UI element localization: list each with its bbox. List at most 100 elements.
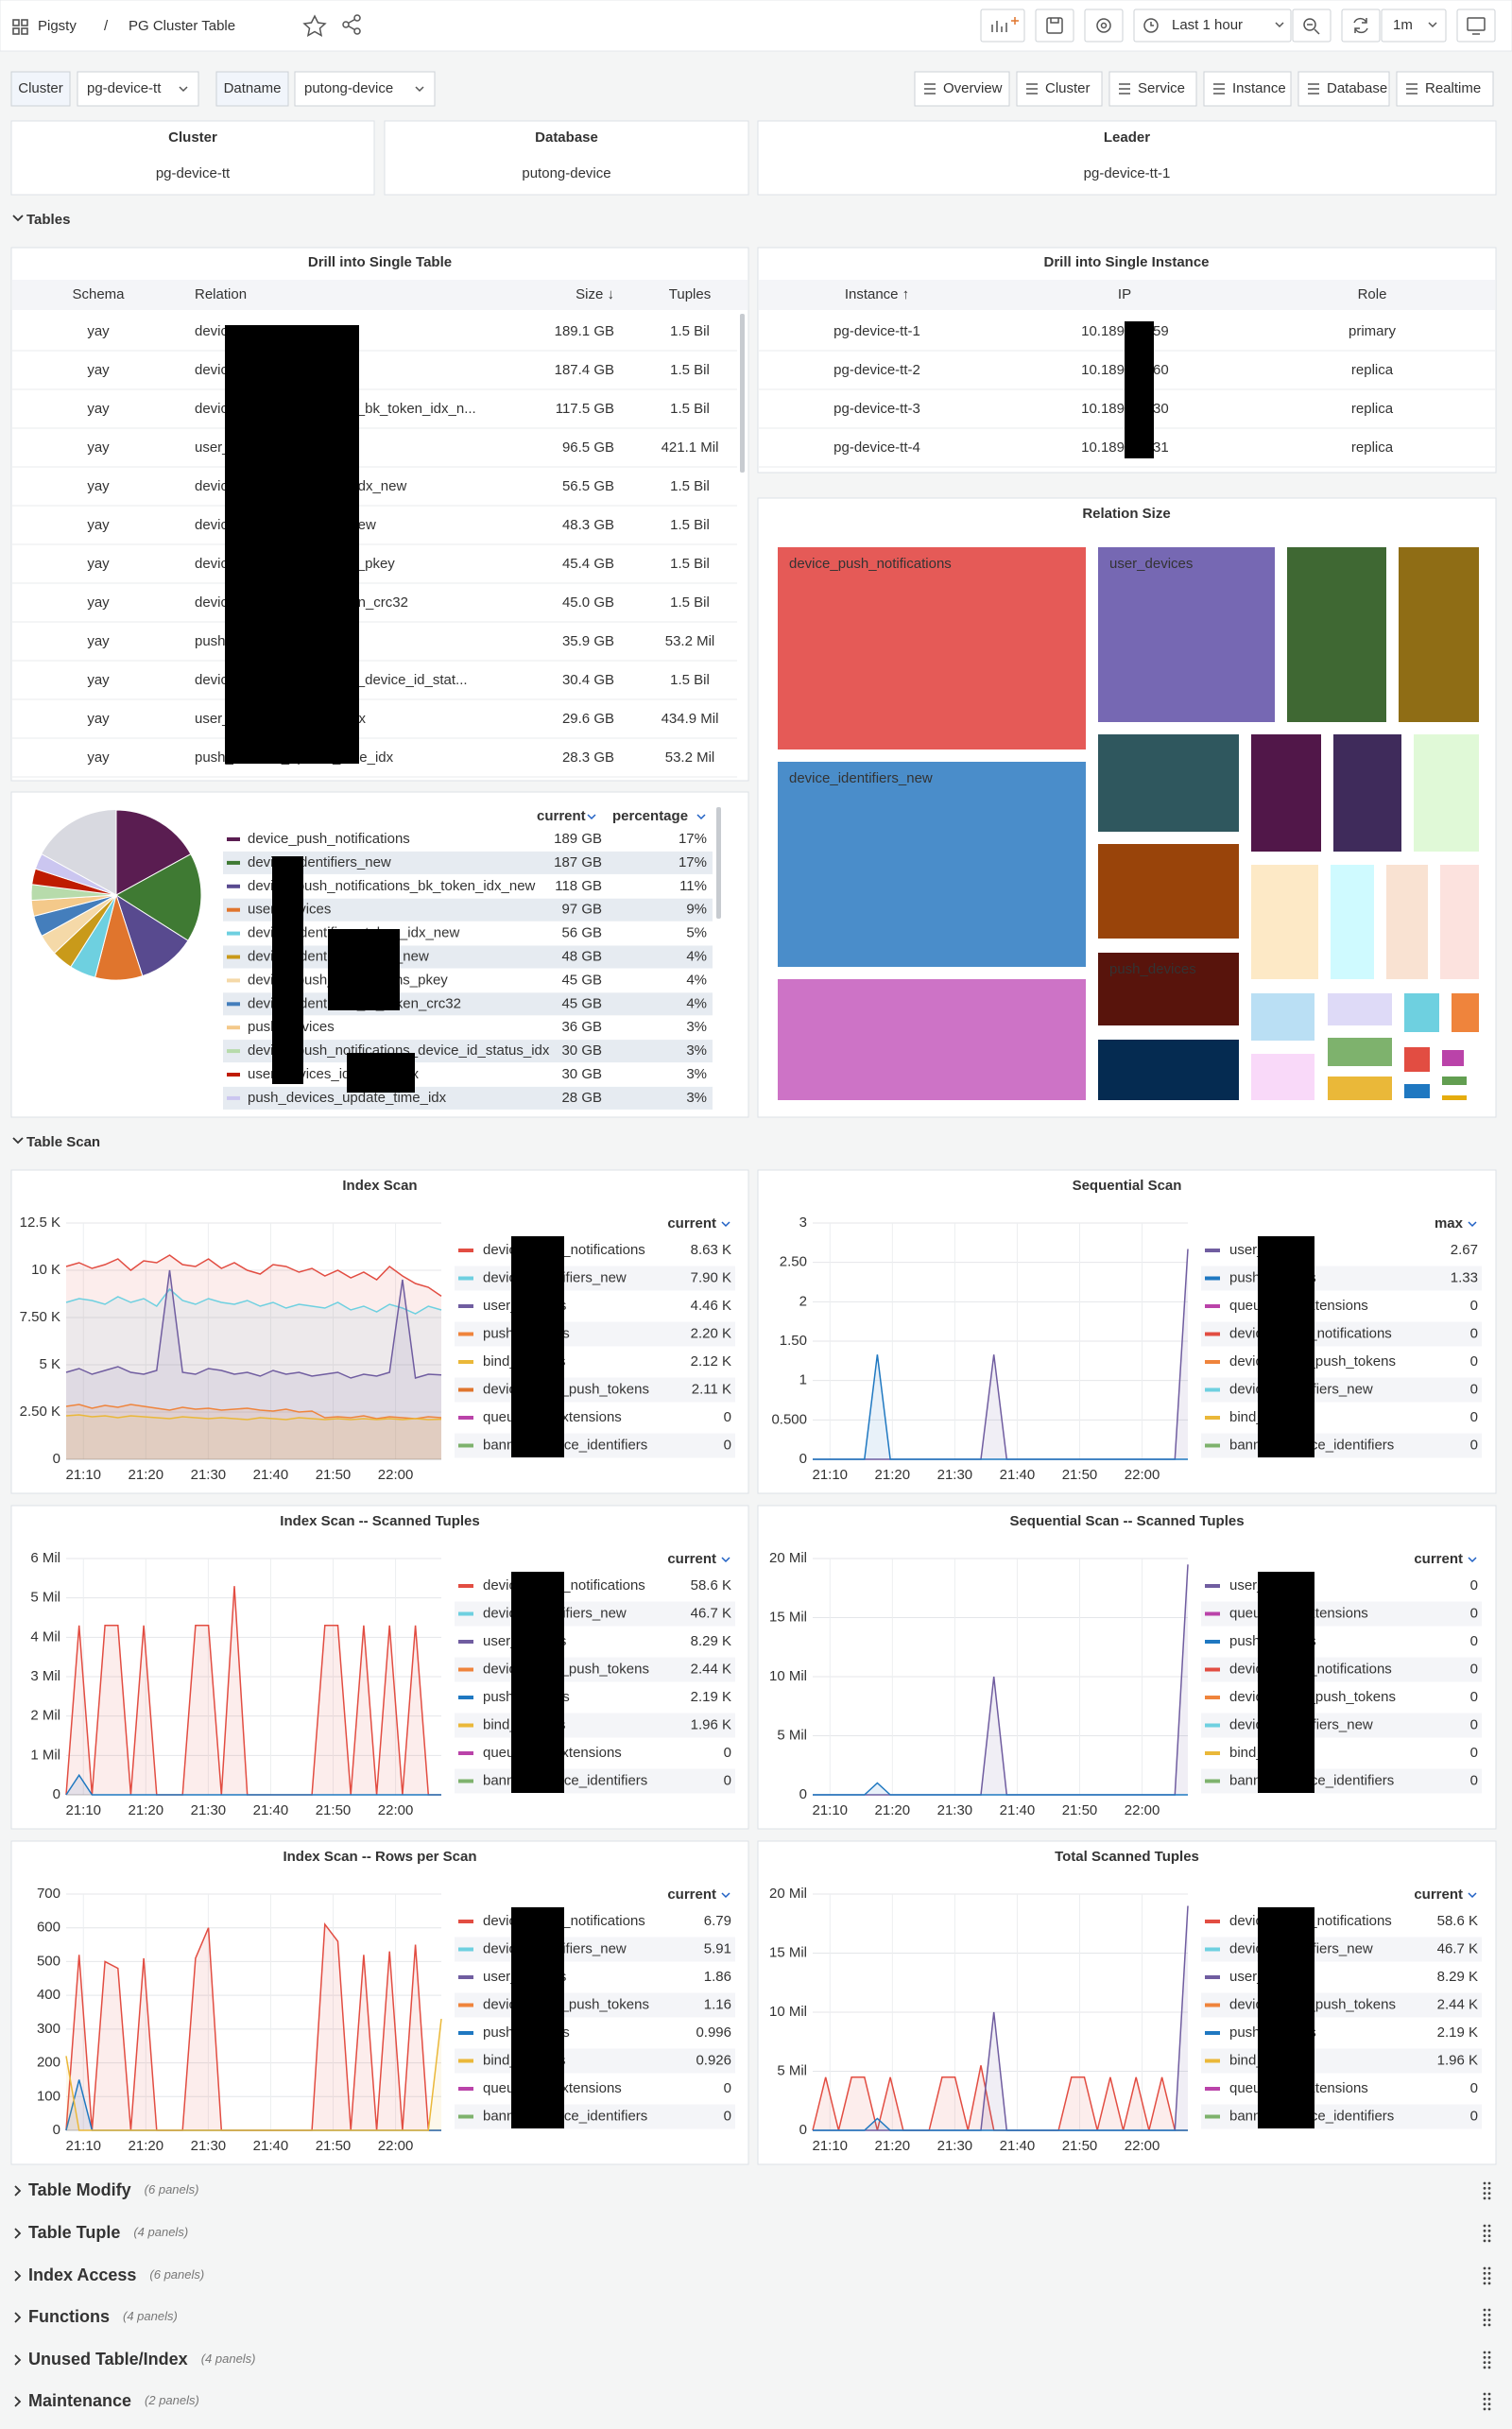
legend-header[interactable]: current (667, 1215, 716, 1232)
legend-header[interactable]: max (1435, 1215, 1464, 1232)
legend-row-shade (1201, 1321, 1482, 1347)
row-title[interactable]: Table Modify (6 panels) (28, 2180, 198, 2199)
y-tick-label: 1.50 (780, 1333, 807, 1349)
table-cell: primary (1349, 323, 1397, 339)
dashboard-title[interactable]: PG Cluster Table (129, 18, 235, 34)
x-tick-label: 22:00 (1125, 1467, 1160, 1483)
star-icon[interactable] (302, 14, 327, 37)
drag-handle-dot (1483, 2403, 1486, 2406)
column-header[interactable]: Role (1358, 286, 1387, 302)
chevron (1468, 1557, 1477, 1563)
tv-mode-button[interactable] (1456, 9, 1496, 43)
x-tick-label: 21:40 (253, 1467, 289, 1483)
save-button[interactable] (1035, 9, 1074, 43)
drag-handle-dot (1483, 2361, 1486, 2365)
legend-label[interactable]: push_devices_update_time_idx (248, 1090, 447, 1106)
legend-header[interactable]: current (667, 1886, 716, 1903)
add-panel-button[interactable] (980, 9, 1025, 43)
drag-handle-dot (1483, 2229, 1486, 2232)
legend-label[interactable]: banned_device_identifiers (483, 2108, 647, 2124)
refresh-interval-label[interactable]: 1m (1393, 17, 1413, 33)
row-chevron[interactable] (14, 2185, 22, 2196)
row-chevron[interactable] (14, 2312, 22, 2323)
drag-handle-dot (1483, 2234, 1486, 2238)
legend-header[interactable]: current (1414, 1886, 1463, 1903)
legend-value: 3% (686, 1042, 707, 1059)
panel-title: Relation Size (1082, 506, 1170, 522)
apps-icon[interactable] (12, 19, 28, 35)
legend-value: 58.6 K (691, 1577, 731, 1593)
refresh-button[interactable] (1341, 9, 1381, 43)
refresh-interval[interactable] (1381, 9, 1447, 43)
time-range[interactable]: Last 1 hour (1172, 17, 1243, 33)
column-header[interactable]: Size ↓ (576, 286, 614, 302)
legend-value: 3% (686, 1019, 707, 1035)
x-tick-label: 21:40 (1000, 1802, 1036, 1818)
stat-value: putong-device (522, 165, 610, 181)
row-chevron[interactable] (14, 2228, 22, 2239)
scrollbar (716, 807, 721, 919)
treemap-label: user_devices (1109, 556, 1193, 572)
legend-label[interactable]: device_push_notifications_bk_token_idx_n… (248, 878, 536, 894)
row-chevron[interactable] (12, 1137, 24, 1145)
breadcrumb[interactable]: Pigsty (38, 18, 77, 34)
column-header[interactable]: Schema (72, 286, 125, 302)
y-tick-label: 10 Mil (769, 1668, 807, 1684)
drag-handle-dot (1483, 2271, 1486, 2275)
legend-value: 30 GB (561, 1066, 602, 1082)
column-header[interactable]: Instance ↑ (845, 286, 909, 302)
legend-header[interactable]: current (1414, 1551, 1463, 1567)
row-title[interactable]: Unused Table/Index (4 panels) (28, 2350, 256, 2369)
legend-label[interactable]: banned_device_identifiers (483, 1772, 647, 1788)
column-header[interactable]: IP (1118, 286, 1131, 302)
y-tick-label: 0.500 (771, 1411, 807, 1427)
variable-value: pg-device-tt (87, 80, 162, 96)
legend-header[interactable]: current (667, 1551, 716, 1567)
legend-value: 28 GB (561, 1090, 602, 1106)
series-line (65, 1404, 442, 1420)
zoom-out-button[interactable] (1292, 9, 1332, 43)
legend-header[interactable]: percentage (612, 808, 688, 824)
variable-dropdown[interactable] (77, 71, 199, 107)
row-panel-count: (6 panels) (149, 2267, 204, 2282)
row-chevron[interactable] (12, 215, 24, 222)
column-header[interactable]: Tuples (669, 286, 711, 302)
drag-handle-dot (1487, 2355, 1491, 2359)
row-title[interactable]: Table Tuple (4 panels) (28, 2223, 188, 2242)
drag-handle-dot (1487, 2361, 1491, 2365)
row-title[interactable]: Maintenance (2 panels) (28, 2391, 199, 2410)
link-label: Cluster (1045, 80, 1091, 96)
row-chevron[interactable] (14, 2354, 22, 2366)
legend-label[interactable]: device_valid_push_tokens (483, 1661, 649, 1677)
row-title[interactable]: Tables (26, 212, 70, 228)
legend-label[interactable]: banned_device_identifiers (483, 1437, 647, 1453)
panel-title: Index Scan -- Scanned Tuples (280, 1513, 479, 1529)
settings-button[interactable] (1084, 9, 1124, 43)
y-tick-label: 200 (37, 2055, 60, 2071)
legend-label[interactable]: device_identifiers_new (248, 854, 391, 870)
row-chevron[interactable] (14, 2270, 22, 2282)
variable-dropdown[interactable] (294, 71, 436, 107)
legend-label[interactable]: device_valid_push_tokens (483, 1381, 649, 1397)
legend-label[interactable]: device_push_notifications (248, 831, 410, 847)
table-cell: 30.4 GB (562, 672, 614, 688)
share-icon[interactable] (342, 14, 361, 35)
legend-row-shade (455, 1266, 735, 1291)
time-picker[interactable] (1133, 9, 1292, 43)
drag-handle-dot (1483, 2196, 1486, 2200)
row-title[interactable]: Table Scan (26, 1134, 100, 1150)
legend-header[interactable]: current (537, 808, 586, 824)
legend-value: 8.29 K (1437, 1969, 1478, 1985)
redaction (511, 1907, 564, 2128)
legend-row-shade (1201, 1266, 1482, 1291)
legend-value: 0 (1470, 1772, 1478, 1788)
column-header[interactable]: Relation (195, 286, 247, 302)
row-chevron[interactable] (14, 2396, 22, 2407)
legend-value: 9% (686, 902, 707, 918)
drag-handle-dot (1483, 2313, 1486, 2317)
row-title[interactable]: Index Access (6 panels) (28, 2265, 204, 2284)
legend-label[interactable]: device_push_notifications_device_id_stat… (248, 1042, 550, 1059)
table-cell: 53.2 Mil (665, 749, 715, 766)
legend-label[interactable]: device_valid_push_tokens (483, 1996, 649, 2012)
row-title[interactable]: Functions (4 panels) (28, 2307, 178, 2326)
